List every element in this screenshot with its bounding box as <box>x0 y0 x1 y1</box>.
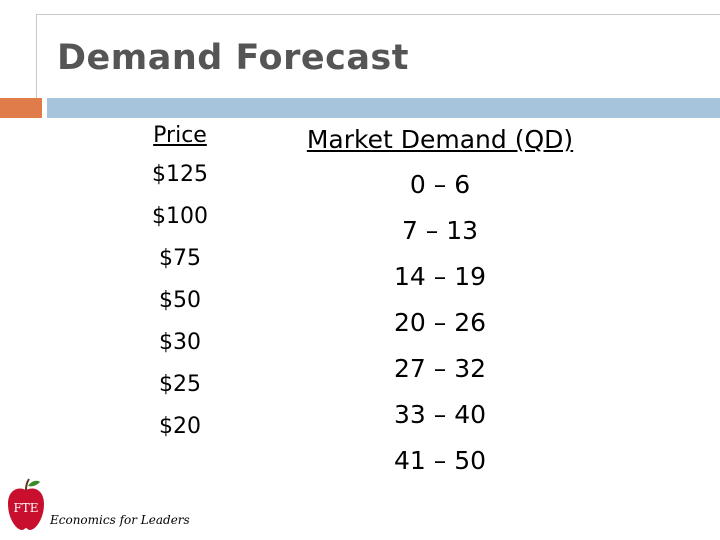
price-cell: $75 <box>159 246 201 271</box>
accent-bar-orange <box>0 98 42 118</box>
accent-bar-blue <box>47 98 720 118</box>
demand-cell: 27 – 32 <box>393 354 487 383</box>
demand-column: Market Demand (QD) 0 – 6 7 – 13 14 – 19 … <box>290 118 590 484</box>
apple-logo-icon: FTE <box>8 478 44 530</box>
demand-cell: 20 – 26 <box>393 308 487 337</box>
demand-header: Market Demand (QD) <box>306 125 574 154</box>
price-cell: $125 <box>152 162 208 187</box>
price-cell: $30 <box>159 330 201 355</box>
price-cell: $20 <box>159 414 201 439</box>
demand-cell: 7 – 13 <box>401 216 479 245</box>
frame-line-top <box>36 14 720 15</box>
demand-cell: 33 – 40 <box>393 400 487 429</box>
demand-cell: 0 – 6 <box>409 170 471 199</box>
demand-cell: 41 – 50 <box>393 446 487 475</box>
price-column: Price $125 $100 $75 $50 $30 $25 $20 <box>112 118 248 448</box>
price-header: Price <box>153 123 207 148</box>
slide-title: Demand Forecast <box>57 38 409 78</box>
price-cell: $25 <box>159 372 201 397</box>
price-cell: $50 <box>159 288 201 313</box>
demand-cell: 14 – 19 <box>393 262 487 291</box>
price-cell: $100 <box>152 204 208 229</box>
logo-caption: Economics for Leaders <box>50 513 190 527</box>
frame-line-left <box>36 14 37 98</box>
logo-text: FTE <box>13 501 38 515</box>
